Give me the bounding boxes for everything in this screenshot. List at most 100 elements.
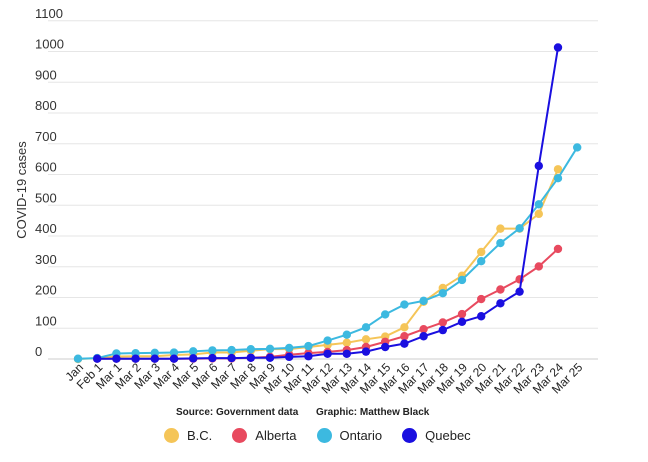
data-point [323, 336, 332, 345]
data-point [419, 296, 428, 306]
y-axis-ticks: 0 100 200 300 400 500 600 700 800 900 1000 1100 [35, 6, 64, 359]
data-point [400, 339, 409, 348]
legend-swatch-quebec [402, 428, 418, 443]
data-point [323, 349, 332, 358]
data-point [438, 318, 447, 327]
data-point [573, 143, 582, 152]
legend-item-alberta[interactable]: Alberta [232, 428, 297, 443]
data-point [477, 257, 486, 266]
data-point [361, 347, 371, 356]
line-chart: 0 100 200 300 400 500 600 700 800 900 1000 1100 Jan… [14, 6, 598, 397]
data-point [304, 341, 313, 351]
graphic-credit: Graphic: Matthew Black [316, 407, 430, 418]
data-point [208, 346, 217, 355]
data-point [400, 323, 409, 332]
data-point [438, 288, 447, 298]
data-point [419, 324, 428, 334]
data-point [342, 330, 351, 339]
legend-swatch-bc [164, 428, 179, 443]
data-point [553, 165, 563, 174]
data-point [477, 294, 486, 304]
y-tick-label: 1100 [35, 6, 63, 21]
series-line [77, 146, 579, 360]
y-tick-label: 500 [35, 190, 57, 205]
data-point [265, 353, 275, 362]
legend-swatch-ontario [316, 428, 332, 443]
data-point [381, 342, 390, 352]
data-point [553, 43, 563, 52]
data-point [208, 353, 217, 363]
legend-item-bc[interactable]: B.C. [164, 428, 212, 443]
series-quebec [93, 43, 563, 363]
data-point [400, 332, 409, 341]
data-point [227, 345, 236, 355]
data-point [457, 275, 467, 285]
data-point [553, 244, 563, 254]
y-tick-label: 300 [35, 252, 57, 267]
y-tick-label: 800 [35, 98, 57, 113]
data-point [496, 224, 505, 233]
data-point [477, 247, 486, 257]
legend-item-ontario[interactable]: Ontario [316, 428, 383, 443]
data-point [515, 287, 524, 296]
legend-label-quebec: Quebec [425, 428, 471, 443]
data-point [515, 224, 524, 233]
legend-swatch-alberta [232, 428, 248, 443]
data-point [189, 354, 198, 363]
y-tick-label: 600 [35, 160, 57, 175]
data-point [534, 200, 543, 209]
data-point [265, 344, 275, 354]
data-point [189, 347, 198, 356]
data-point [246, 344, 255, 354]
legend: B.C. Alberta Ontario Quebec [164, 428, 491, 443]
data-point [150, 354, 159, 363]
data-point [93, 354, 102, 363]
y-tick-label: 200 [35, 283, 57, 298]
data-point [342, 349, 351, 358]
data-point [169, 348, 179, 357]
data-point [361, 323, 371, 332]
data-point [361, 335, 371, 344]
data-point [73, 354, 83, 363]
y-axis-label: COVID-19 cases [14, 141, 29, 239]
data-point [304, 352, 313, 361]
data-point [534, 209, 543, 219]
legend-label-alberta: Alberta [255, 428, 297, 443]
data-point [438, 325, 447, 335]
data-point [553, 173, 563, 183]
legend-label-ontario: Ontario [339, 428, 383, 443]
y-tick-label: 900 [35, 67, 57, 82]
legend-label-bc: B.C. [187, 428, 213, 443]
data-point [285, 343, 294, 353]
data-point [496, 238, 505, 248]
data-point [457, 317, 467, 326]
y-tick-label: 100 [35, 313, 57, 328]
data-point [131, 354, 140, 363]
data-point [419, 332, 428, 341]
data-point [457, 309, 467, 319]
y-tick-label: 1000 [35, 37, 64, 52]
data-point [112, 354, 121, 363]
data-point [246, 353, 255, 362]
y-tick-label: 400 [35, 221, 57, 236]
data-point [227, 353, 236, 363]
series-ontario [73, 143, 582, 363]
grid-lines [48, 20, 598, 360]
data-point [496, 299, 505, 308]
legend-item-quebec[interactable]: Quebec [402, 428, 471, 443]
data-point [534, 262, 543, 271]
series-bc [73, 165, 563, 364]
data-point [381, 310, 390, 319]
series-group [73, 43, 582, 364]
series-line [97, 47, 559, 360]
data-point [169, 354, 179, 363]
y-tick-label: 0 [35, 344, 42, 359]
data-point [534, 161, 543, 171]
y-tick-label: 700 [35, 129, 57, 144]
data-point [400, 300, 409, 309]
data-point [496, 285, 505, 294]
source-note: Source: Government data [176, 407, 299, 418]
data-point [285, 352, 294, 362]
data-point [477, 312, 486, 321]
